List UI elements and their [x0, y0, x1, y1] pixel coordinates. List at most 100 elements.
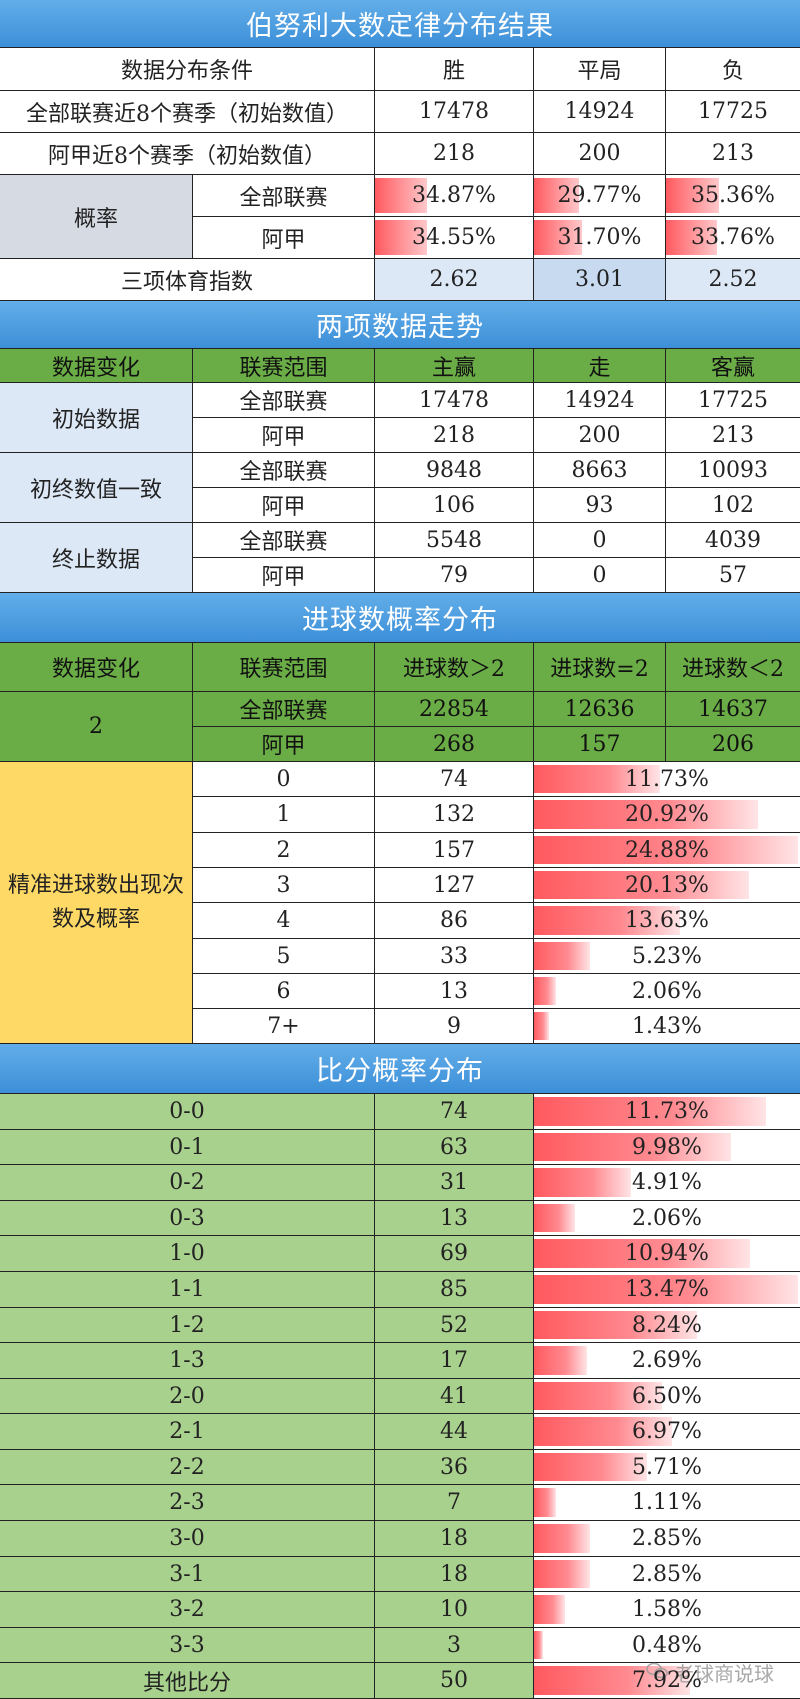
- score-row: 0-0 74 11.73%: [0, 1094, 800, 1130]
- probability-cell: 6.50%: [534, 1379, 800, 1414]
- data-value: 200: [534, 418, 666, 453]
- section1-data-row: 阿甲近8个赛季（初始数值） 218 200 213: [0, 133, 800, 175]
- column-header-outcome: 胜: [375, 48, 534, 91]
- column-header-condition: 数据分布条件: [0, 48, 375, 91]
- scope-label: 阿甲: [193, 727, 375, 762]
- probability-value: 7.92%: [632, 1668, 702, 1693]
- score-row: 2-1 44 6.97%: [0, 1414, 800, 1450]
- occurrence-count: 9: [375, 1009, 534, 1044]
- occurrence-count: 13: [375, 974, 534, 1009]
- data-value: 106: [375, 488, 534, 523]
- score-label: 1-0: [0, 1236, 375, 1272]
- probability-cell: 2.06%: [534, 974, 800, 1009]
- data-value: 8663: [534, 453, 666, 488]
- probability-cell: 35.36%: [666, 175, 800, 217]
- probability-bar: [534, 1097, 766, 1126]
- score-count: 44: [375, 1414, 534, 1450]
- score-label: 0-3: [0, 1201, 375, 1236]
- sports-index-row: 三项体育指数 2.62 3.01 2.52: [0, 259, 800, 301]
- probability-value: 5.23%: [632, 943, 702, 969]
- score-label: 3-1: [0, 1557, 375, 1592]
- trend-data-row: 全部联赛 17478 14924 17725: [193, 383, 800, 418]
- probability-bar: [534, 1631, 543, 1659]
- column-header: 进球数＞2: [375, 643, 534, 692]
- score-label: 0-1: [0, 1130, 375, 1165]
- score-row: 0-2 31 4.91%: [0, 1165, 800, 1201]
- probability-cell: 20.13%: [534, 868, 800, 903]
- score-label: 1-2: [0, 1308, 375, 1343]
- exact-goals-row: 4 86 13.63%: [193, 903, 800, 939]
- data-value: 0: [534, 523, 666, 558]
- score-count: 74: [375, 1094, 534, 1130]
- data-value: 57: [666, 558, 800, 593]
- score-count: 36: [375, 1450, 534, 1485]
- goal-count-label: 4: [193, 903, 375, 939]
- probability-cell: 5.71%: [534, 1450, 800, 1485]
- data-value: 93: [534, 488, 666, 523]
- score-row: 2-2 36 5.71%: [0, 1450, 800, 1485]
- probability-bar: [534, 1133, 731, 1161]
- probability-cell: 11.73%: [534, 762, 800, 797]
- row-label: 阿甲近8个赛季（初始数值）: [0, 133, 375, 175]
- data-value: 14924: [534, 383, 666, 418]
- probability-scope-label: 阿甲: [193, 217, 375, 259]
- score-row: 0-1 63 9.98%: [0, 1130, 800, 1165]
- column-header: 客赢: [666, 349, 800, 383]
- probability-bar: [534, 1382, 662, 1410]
- score-row: 其他比分 50 7.92%: [0, 1663, 800, 1699]
- goal-count-label: 5: [193, 939, 375, 974]
- probability-cell: 9.98%: [534, 1130, 800, 1165]
- probability-value: 13.47%: [625, 1277, 709, 1302]
- score-row: 3-1 18 2.85%: [0, 1557, 800, 1592]
- occurrence-count: 132: [375, 797, 534, 833]
- probability-value: 34.87%: [412, 183, 496, 208]
- probability-cell: 2.85%: [534, 1521, 800, 1557]
- score-label: 2-2: [0, 1450, 375, 1485]
- probability-bar: [534, 1524, 590, 1553]
- sports-index-label: 三项体育指数: [0, 259, 375, 301]
- probability-value: 24.88%: [625, 837, 709, 863]
- probability-bar: [534, 1168, 631, 1197]
- data-value: 22854: [375, 692, 534, 727]
- score-label: 3-0: [0, 1521, 375, 1557]
- score-count: 50: [375, 1663, 534, 1699]
- exact-goals-row: 7+ 9 1.43%: [193, 1009, 800, 1044]
- probability-value: 11.73%: [625, 1099, 709, 1124]
- probability-bar: [534, 871, 749, 899]
- score-count: 7: [375, 1485, 534, 1521]
- data-value: 218: [375, 418, 534, 453]
- section-title-goal-probability: 进球数概率分布: [0, 593, 800, 643]
- data-value: 0: [534, 558, 666, 593]
- watermark-text: 老球商说球: [674, 1662, 774, 1686]
- column-header: 数据变化: [0, 643, 193, 692]
- probability-bar: [534, 1204, 575, 1232]
- probability-scope-label: 全部联赛: [193, 175, 375, 217]
- probability-value: 10.94%: [625, 1241, 709, 1266]
- trend-data-row: 阿甲 79 0 57: [193, 558, 800, 593]
- probability-cell: 29.77%: [534, 175, 666, 217]
- score-count: 85: [375, 1272, 534, 1308]
- probability-cell: 1.11%: [534, 1485, 800, 1521]
- column-header: 数据变化: [0, 349, 193, 383]
- score-count: 3: [375, 1628, 534, 1663]
- probability-value: 20.13%: [625, 872, 709, 898]
- score-label: 1-3: [0, 1343, 375, 1379]
- probability-bar: [534, 942, 590, 970]
- probability-bar: [666, 178, 719, 213]
- score-count: 18: [375, 1557, 534, 1592]
- probability-bar: [534, 1666, 690, 1695]
- scope-label: 阿甲: [193, 488, 375, 523]
- probability-value: 33.76%: [691, 225, 775, 250]
- probability-bar: [534, 906, 680, 935]
- section-title-score-probability: 比分概率分布: [0, 1044, 800, 1094]
- probability-bar: [534, 1311, 697, 1339]
- exact-goals-row: 5 33 5.23%: [193, 939, 800, 974]
- probability-cell: 0.48%: [534, 1628, 800, 1663]
- probability-bar: [375, 220, 427, 255]
- data-value: 213: [666, 133, 800, 175]
- data-value: 157: [534, 727, 666, 762]
- data-value: 17725: [666, 383, 800, 418]
- probability-cell: 11.73%: [534, 1094, 800, 1130]
- scope-label: 全部联赛: [193, 383, 375, 418]
- probability-value: 1.58%: [632, 1597, 702, 1622]
